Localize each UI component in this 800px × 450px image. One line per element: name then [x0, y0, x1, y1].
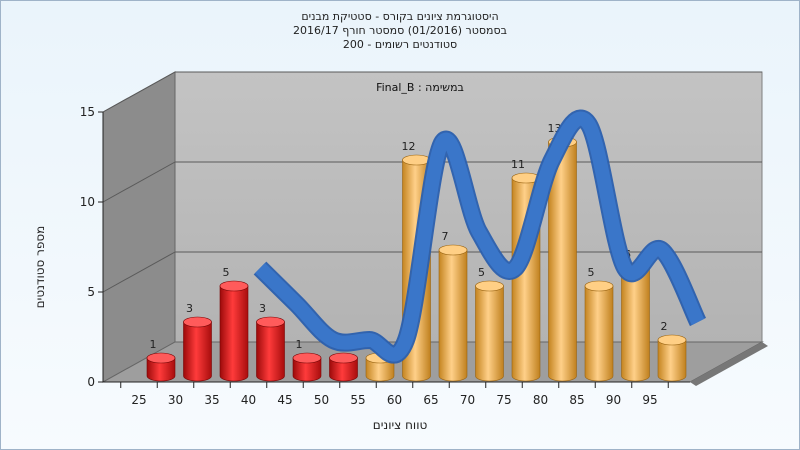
- bar-35: [219, 285, 249, 382]
- chart-annotation: במשימה : Final_B: [376, 81, 464, 94]
- x-tick-label-80: 80: [533, 393, 548, 407]
- bar-cap-50: [329, 352, 358, 364]
- data-label-95: 2: [661, 320, 668, 333]
- data-label-45: 1: [296, 338, 303, 351]
- chart-title-line-1: היסטוגרמת ציונים בקורס - סטטיקת מבנים: [301, 10, 499, 23]
- data-label-40: 3: [259, 302, 266, 315]
- data-label-60: 12: [402, 140, 416, 153]
- x-tick-label-40: 40: [241, 393, 256, 407]
- bar-65: [438, 249, 468, 382]
- gridline-left-10: [102, 161, 176, 203]
- x-tick-label-30: 30: [168, 393, 183, 407]
- bar-85: [584, 285, 614, 382]
- chart-title-line-2: בסמסטר (01/2016) סמסטר חורף 2016/17: [293, 24, 507, 37]
- bar-90: [621, 267, 650, 382]
- bar-cap-95: [657, 334, 687, 346]
- bar-cap-45: [292, 352, 322, 364]
- bar-25: [146, 357, 176, 382]
- bar-cap-60: [402, 154, 431, 166]
- left-wall: [102, 71, 176, 383]
- x-tick-label-35: 35: [204, 393, 219, 407]
- chart-title-line-3: סטודנטים רשומים - 200: [342, 38, 458, 51]
- bar-cap-35: [219, 280, 249, 292]
- trend-ribbon: [255, 111, 705, 362]
- gridline-left-15: [102, 71, 176, 113]
- bar-45: [292, 357, 322, 382]
- x-tick-label-75: 75: [496, 393, 511, 407]
- bar-cap-70: [475, 280, 504, 292]
- bar-cap-40: [256, 316, 285, 328]
- data-label-75: 11: [511, 158, 525, 171]
- gridline-left-5: [102, 251, 176, 293]
- x-tick-label-85: 85: [569, 393, 584, 407]
- data-label-30: 3: [186, 302, 193, 315]
- bar-30: [183, 321, 212, 382]
- x-tick-label-25: 25: [131, 393, 146, 407]
- y-axis-label: מספר סטודנטים: [33, 225, 47, 309]
- floor-edge-shadow: [690, 342, 768, 386]
- bar-95: [657, 339, 687, 382]
- data-label-85: 5: [588, 266, 595, 279]
- y-tick-label-10: 10: [80, 195, 95, 209]
- bar-50: [329, 357, 358, 382]
- x-tick-label-70: 70: [460, 393, 475, 407]
- y-tick-label-0: 0: [87, 375, 95, 389]
- data-label-70: 5: [478, 266, 485, 279]
- bar-cap-65: [438, 244, 468, 256]
- bar-70: [475, 285, 504, 382]
- bar-cap-25: [146, 352, 176, 364]
- x-axis-label: טווח ציונים: [372, 418, 428, 432]
- data-label-65: 7: [442, 230, 449, 243]
- bar-80: [548, 141, 577, 382]
- x-tick-label-60: 60: [387, 393, 402, 407]
- x-tick-label-45: 45: [277, 393, 292, 407]
- x-tick-label-90: 90: [606, 393, 621, 407]
- data-label-25: 1: [150, 338, 157, 351]
- x-tick-label-65: 65: [423, 393, 438, 407]
- bar-cap-30: [183, 316, 212, 328]
- y-tick-label-15: 15: [80, 105, 95, 119]
- bar-cap-85: [584, 280, 614, 292]
- bar-55: [365, 357, 395, 382]
- bar-40: [256, 321, 285, 382]
- data-label-35: 5: [223, 266, 230, 279]
- y-tick-label-5: 5: [87, 285, 95, 299]
- x-tick-label-95: 95: [642, 393, 657, 407]
- x-tick-label-55: 55: [350, 393, 365, 407]
- x-tick-label-50: 50: [314, 393, 329, 407]
